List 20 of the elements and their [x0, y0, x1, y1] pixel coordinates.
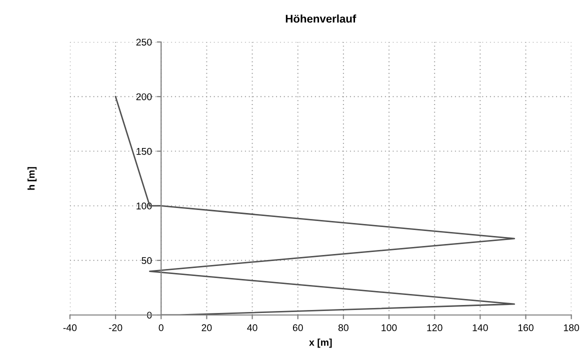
x-tick-label: 20	[202, 324, 212, 332]
y-tick-label: 100	[136, 202, 152, 210]
x-tick-label: 120	[427, 324, 442, 332]
x-tick-label: 40	[247, 324, 258, 332]
x-tick-label: 140	[472, 324, 488, 332]
y-tick-label: 200	[136, 93, 152, 100]
x-tick-label: -20	[108, 324, 122, 332]
x-axis-title: x [m]	[309, 338, 332, 348]
y-tick-label: 50	[142, 257, 152, 264]
x-tick-label: -40	[63, 324, 77, 332]
y-axis-title: h [m]	[28, 167, 37, 190]
x-tick-label: 100	[382, 324, 397, 332]
x-tick-label: 180	[564, 324, 580, 332]
chart-title: Höhenverlauf	[286, 14, 356, 23]
x-tick-label: 0	[158, 324, 164, 332]
y-tick-label: 250	[136, 38, 152, 46]
x-tick-label: 80	[338, 324, 348, 332]
x-tick-label: 60	[292, 324, 303, 332]
x-tick-label: 160	[518, 324, 534, 332]
y-tick-label: 150	[136, 148, 152, 155]
